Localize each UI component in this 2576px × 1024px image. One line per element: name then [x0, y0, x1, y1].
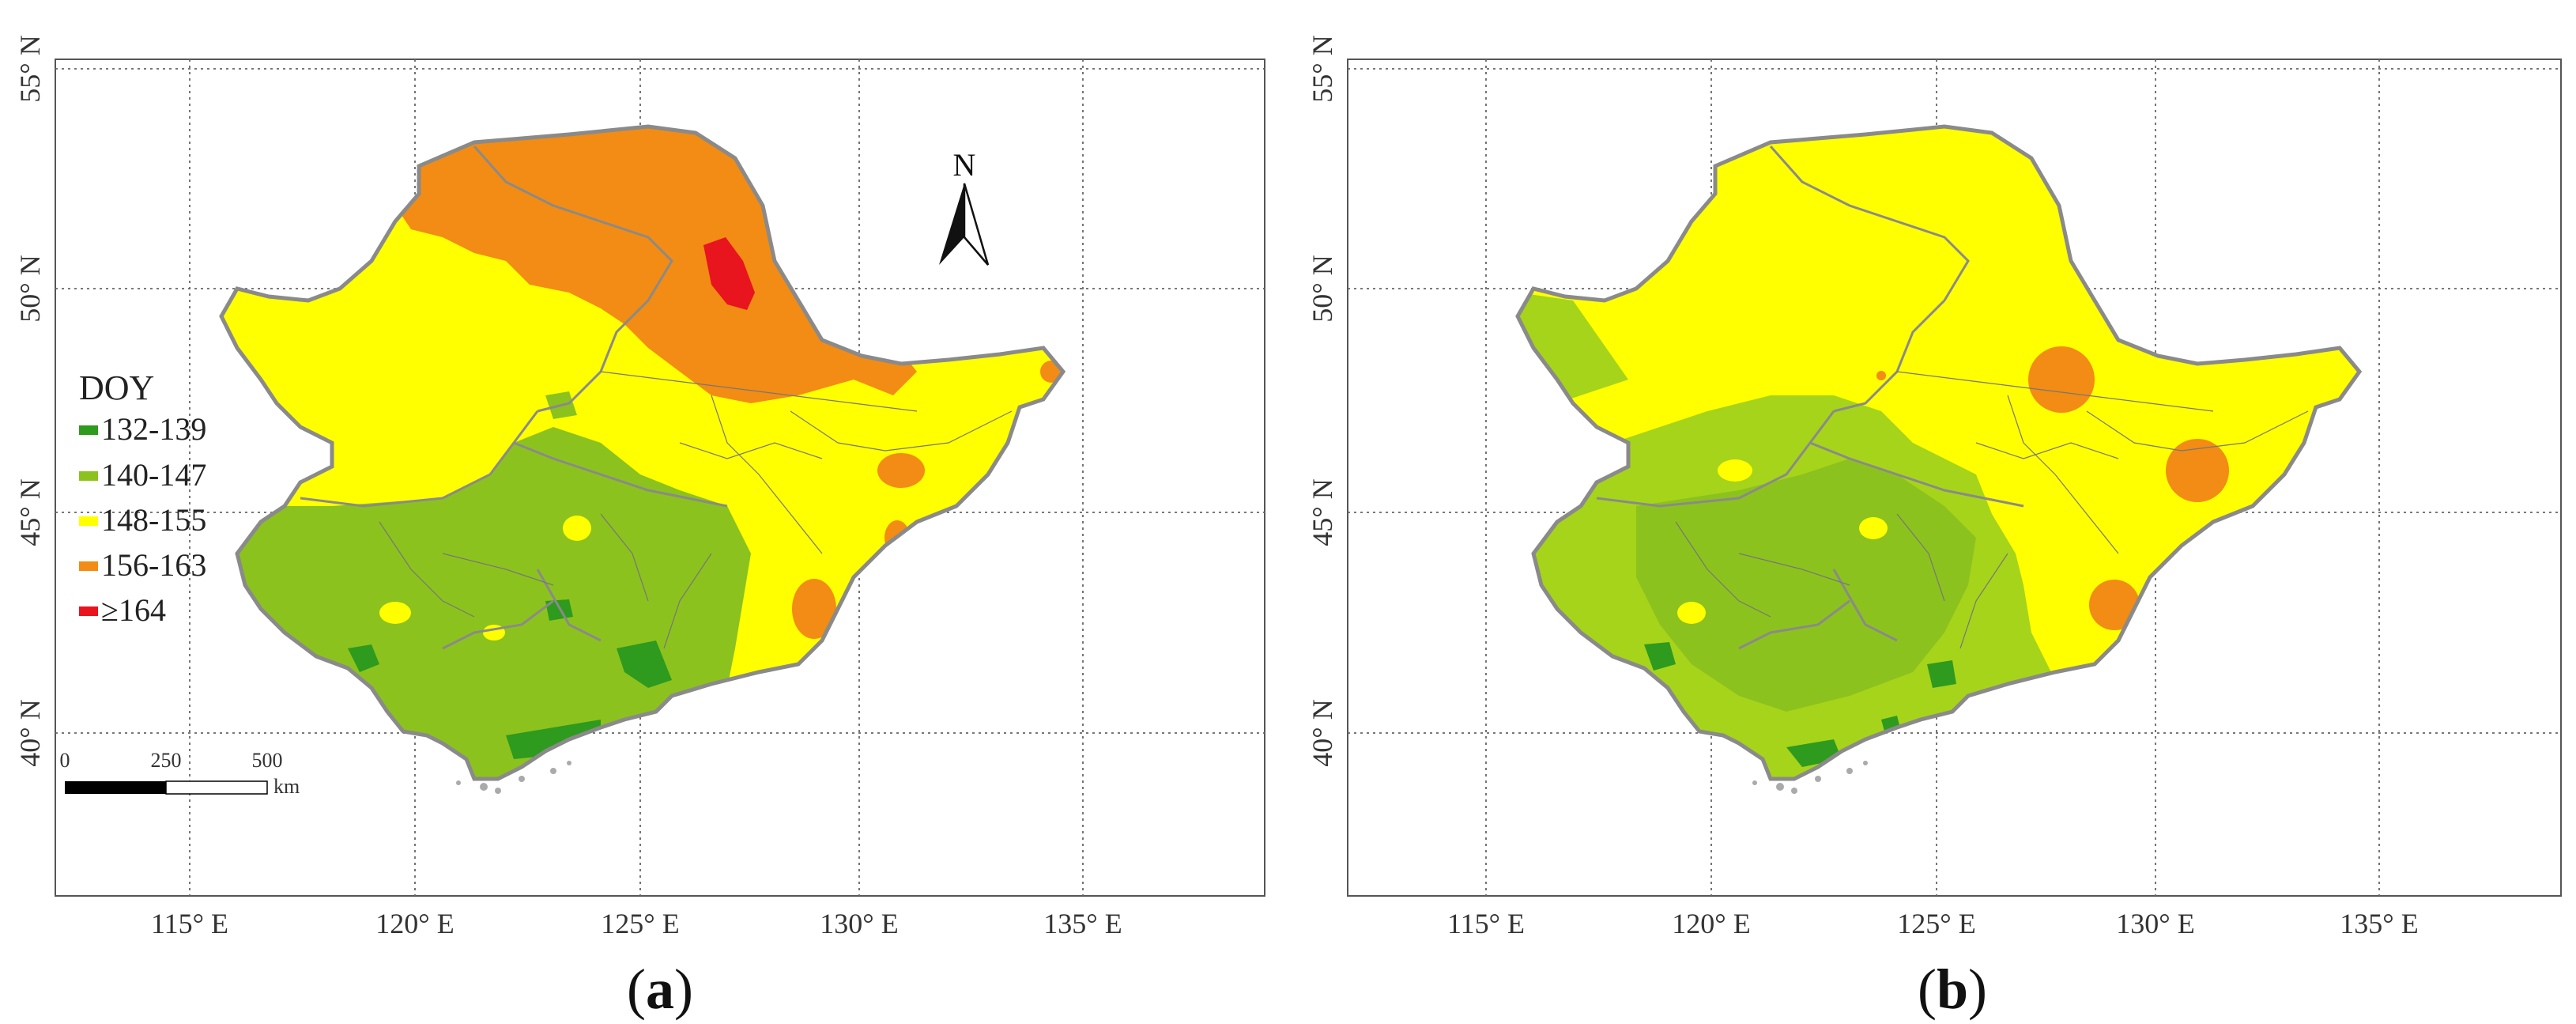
zone-164	[703, 237, 755, 310]
legend-title: DOY	[79, 368, 154, 407]
zone-156-163	[395, 127, 917, 403]
legend-swatch	[79, 561, 98, 571]
zone-148-155	[1859, 517, 1888, 539]
scale-tick: 0	[60, 749, 70, 772]
zone-148-155	[563, 516, 591, 541]
scale-segment	[65, 781, 166, 794]
lon-label: 125° E	[1897, 908, 1975, 939]
legend-item: ≥164	[79, 592, 166, 628]
province-boundaries	[1596, 145, 2024, 650]
lat-label: 50° N	[14, 255, 46, 322]
legend-item: 156-163	[79, 547, 206, 583]
map-panel-a: 115° E 120° E 125° E 130° E 135° E 55° N…	[14, 35, 1265, 1021]
county-boundaries	[379, 371, 1013, 649]
scale-segment	[165, 780, 268, 795]
lon-label: 125° E	[601, 908, 679, 939]
zone-156-163	[792, 579, 836, 639]
scale-unit: km	[273, 775, 300, 798]
lat-labels-a: 55° N 50° N 45° N 40° N	[14, 35, 46, 766]
legend-swatch	[79, 606, 98, 616]
zone-132-139	[348, 644, 379, 672]
lon-label: 135° E	[1043, 908, 1122, 939]
scale-tick: 250	[151, 749, 182, 772]
lon-label: 120° E	[1672, 908, 1750, 939]
zone-148-155	[1677, 602, 1706, 624]
legend-label: 156-163	[101, 547, 206, 583]
zone-140-147	[229, 427, 751, 779]
legend-label: 132-139	[101, 411, 206, 447]
legend-label: 140-147	[101, 457, 206, 493]
coastline-islands	[456, 761, 571, 794]
zone-132-139	[545, 599, 573, 621]
legend-swatch	[79, 516, 98, 526]
map-panel-b: 115° E 120° E 125° E 130° E 135° E 55° N…	[1307, 35, 2562, 1021]
zone-132-139	[1644, 642, 1676, 671]
lon-label: 130° E	[2116, 908, 2194, 939]
north-arrow-icon: N	[939, 147, 990, 266]
zone-148-155	[379, 602, 411, 624]
coastline-islands	[1752, 761, 1868, 794]
lat-label: 45° N	[14, 478, 46, 546]
zone-140-147	[1636, 459, 1976, 712]
province-boundaries	[300, 145, 728, 650]
scale-tick: 500	[252, 749, 283, 772]
zone-156-163	[2166, 439, 2229, 502]
legend-swatch	[79, 425, 98, 435]
lat-label: 55° N	[1307, 35, 1338, 102]
lat-label: 45° N	[1307, 478, 1338, 546]
zone-156-163	[2028, 346, 2095, 413]
legend-label: ≥164	[101, 592, 166, 628]
north-label: N	[953, 147, 976, 183]
zone-156-163	[877, 453, 925, 488]
caption-b: (b)	[1918, 958, 1987, 1021]
legend-swatch	[79, 471, 98, 481]
lon-label: 130° E	[820, 908, 898, 939]
lat-label: 40° N	[14, 699, 46, 766]
legend-item: 132-139	[79, 411, 206, 447]
legend-item: 148-155	[79, 502, 206, 538]
legend: DOY 132-139 140-147 148-155 156-163 ≥164	[79, 368, 206, 628]
lon-label: 135° E	[2340, 908, 2418, 939]
zone-132-139	[617, 640, 672, 688]
lon-label: 115° E	[151, 908, 228, 939]
zone-156-163	[2089, 580, 2140, 630]
zone-132-139	[1927, 660, 1956, 688]
zone-156-163	[1876, 371, 1886, 380]
lat-label: 40° N	[1307, 699, 1338, 766]
lon-labels-b: 115° E 120° E 125° E 130° E 135° E	[1447, 908, 2419, 939]
lon-labels-a: 115° E 120° E 125° E 130° E 135° E	[151, 908, 1122, 939]
lat-label: 55° N	[14, 35, 46, 102]
zone-148-155	[1718, 459, 1752, 482]
caption-a: (a)	[627, 958, 693, 1021]
county-boundaries	[1675, 371, 2309, 649]
scale-bar: 0 250 500 km	[60, 749, 300, 798]
legend-item: 140-147	[79, 457, 206, 493]
legend-label: 148-155	[101, 502, 206, 538]
lat-label: 50° N	[1307, 255, 1338, 322]
lon-label: 115° E	[1447, 908, 1525, 939]
lat-labels-b: 55° N 50° N 45° N 40° N	[1307, 35, 1338, 766]
lon-label: 120° E	[375, 908, 454, 939]
